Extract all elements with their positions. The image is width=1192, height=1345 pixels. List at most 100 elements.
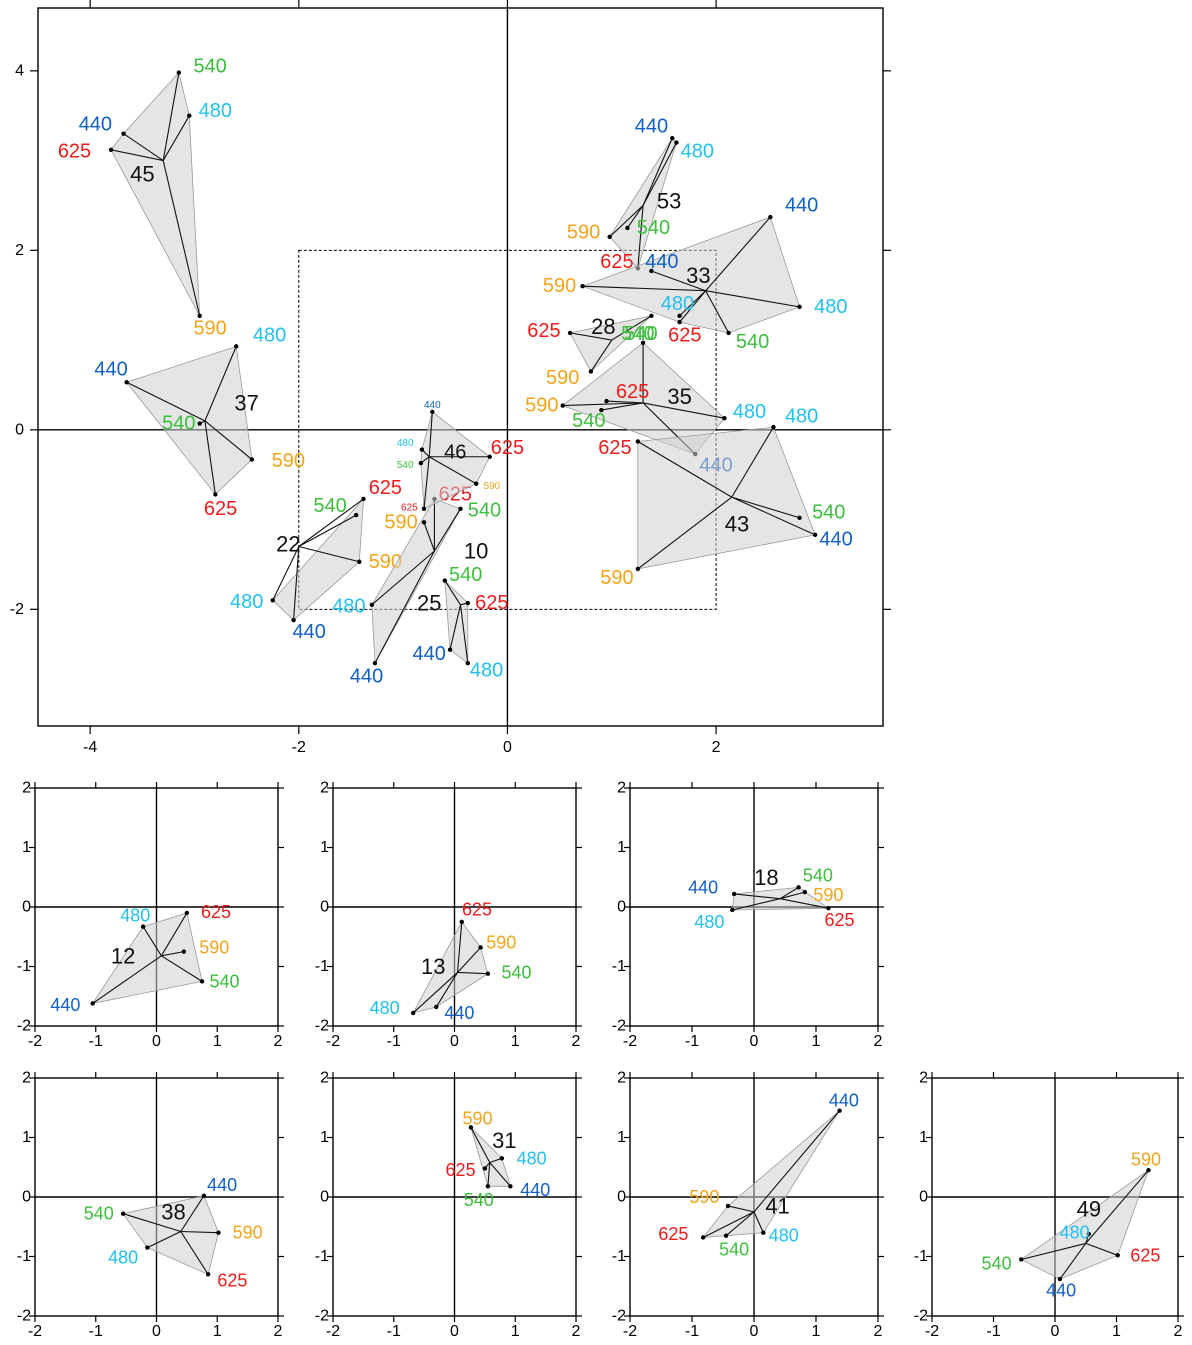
data-point-49-590	[1146, 1168, 1151, 1173]
spoke-41-440	[753, 1110, 840, 1213]
point-label-12-480: 480	[120, 905, 150, 925]
x-tick-label: -2	[925, 1323, 939, 1340]
data-point-12-440	[90, 1001, 95, 1006]
x-tick-label: -1	[387, 1033, 401, 1050]
x-tick-label: 2	[712, 739, 721, 756]
data-point-33-590	[580, 284, 585, 289]
point-label-18-440: 440	[688, 877, 718, 897]
data-point-13-590	[478, 945, 483, 950]
point-label-35-625: 625	[616, 381, 649, 403]
point-label-37-480: 480	[253, 325, 286, 347]
group-35: 54062559054048044035	[525, 323, 766, 477]
point-label-45-590: 590	[193, 317, 226, 339]
point-label-43-625: 625	[598, 437, 631, 459]
spoke-43-480	[731, 426, 774, 498]
point-label-10-480: 480	[332, 596, 365, 618]
point-label-13-590: 590	[486, 933, 516, 953]
data-point-22-540	[353, 512, 359, 518]
y-tick-label: 0	[22, 899, 31, 916]
x-tick-label: -1	[89, 1033, 103, 1050]
x-tick-label: -2	[326, 1033, 340, 1050]
point-label-18-625: 625	[825, 910, 855, 930]
point-label-46-590: 590	[483, 481, 500, 492]
data-point-43-590	[635, 566, 641, 572]
spoke-45-480	[162, 115, 190, 161]
data-point-10-440	[372, 660, 378, 666]
data-point-49-480	[1086, 1231, 1092, 1237]
data-point-35-625	[604, 398, 609, 404]
data-point-41-480	[761, 1230, 766, 1235]
data-point-33-480	[677, 313, 682, 319]
group-label-53: 53	[657, 188, 681, 213]
spoke-43-590	[637, 496, 733, 570]
spoke-49-625	[1085, 1242, 1118, 1256]
x-tick-label: -2	[326, 1323, 340, 1340]
point-label-37-590: 590	[272, 450, 305, 472]
data-point-35-480	[722, 415, 727, 421]
x-tick-label: -1	[387, 1323, 401, 1340]
spoke-25-540	[444, 580, 461, 606]
group-37: 440 480 540 590 625 37	[94, 325, 305, 520]
point-label-12-440: 440	[50, 995, 80, 1015]
point-label-38-590: 590	[233, 1223, 263, 1243]
point-label-10-440: 440	[350, 666, 383, 688]
x-tick-label: 2	[572, 1323, 581, 1340]
y-tick-label: -1	[17, 1248, 31, 1265]
point-label-12-625: 625	[201, 902, 231, 922]
group-12: 480 625 590 540 440 12	[50, 902, 239, 1015]
point-label-37-440: 440	[94, 359, 127, 381]
spoke-33-480	[679, 290, 707, 317]
data-point-25-540	[442, 578, 448, 583]
spoke-46-440	[428, 411, 433, 457]
spoke-31-540	[487, 1162, 491, 1187]
data-point-13-625	[459, 919, 464, 925]
y-tick-label: 1	[617, 839, 626, 856]
y-tick-label: 2	[22, 780, 31, 797]
x-tick-label: -2	[292, 739, 306, 756]
point-label-13-540: 540	[501, 962, 531, 982]
point-label-43-480: 480	[785, 405, 818, 427]
x-tick-label: -1	[986, 1323, 1000, 1340]
data-point-33-540	[726, 330, 731, 336]
spoke-41-540	[725, 1211, 755, 1237]
spoke-28-590	[590, 339, 613, 372]
data-point-46-540	[418, 460, 424, 466]
point-label-35-540: 540	[621, 323, 654, 345]
panel-sub31: 590 480 625 440 540 31 -2 -1 0 1 2 -2 -1 0 1 2	[315, 1070, 582, 1340]
point-label-38-440: 440	[207, 1175, 237, 1195]
point-label-35-590: 590	[525, 395, 558, 417]
data-point-22-590	[357, 559, 362, 564]
data-point-41-540	[723, 1233, 729, 1238]
group-38: 440 540 590 480 625 38	[84, 1175, 263, 1290]
group-label-18: 18	[754, 865, 778, 890]
point-label-43-540: 540	[812, 501, 845, 523]
spoke-22-625	[298, 498, 364, 547]
point-label-13-480: 480	[370, 998, 400, 1018]
point-label-49-540: 540	[982, 1254, 1012, 1274]
x-tick-label: 0	[152, 1323, 161, 1340]
spoke-33-625	[679, 290, 707, 323]
x-tick-label: 1	[213, 1323, 222, 1340]
spoke-12-590	[161, 951, 184, 957]
x-tick-label: -4	[83, 739, 97, 756]
data-point-18-590	[802, 889, 808, 895]
group-46: 440 480 540 625 625 590 46	[397, 400, 524, 513]
point-label-22-625: 625	[369, 477, 402, 499]
data-point-35-590	[560, 403, 565, 408]
spoke-12-540	[161, 955, 203, 982]
y-tick-label: -2	[10, 601, 24, 618]
data-point-10-540	[458, 506, 463, 512]
point-label-53-590: 590	[567, 221, 600, 243]
group-hull-38	[122, 1195, 219, 1275]
spoke-37-625	[204, 420, 216, 495]
data-point-49-540	[1018, 1257, 1024, 1262]
point-label-45-625: 625	[58, 141, 91, 163]
spoke-12-440	[92, 955, 162, 1004]
data-point-53-440	[670, 135, 675, 141]
point-label-53-440: 440	[635, 115, 668, 137]
spoke-53-540	[626, 205, 644, 229]
point-label-37-625: 625	[204, 498, 237, 520]
spoke-43-625	[637, 441, 733, 498]
y-tick-label: 0	[15, 421, 24, 438]
